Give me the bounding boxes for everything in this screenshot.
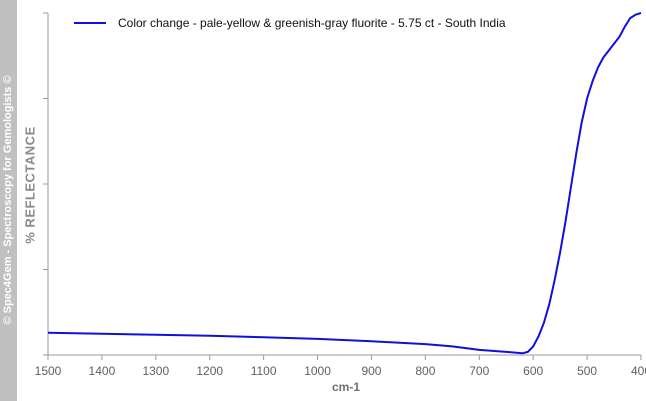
x-tick-label: 400 — [631, 364, 646, 378]
x-tick-label: 1400 — [89, 364, 116, 378]
series-layer — [47, 12, 642, 355]
legend-label: Color change - pale-yellow & greenish-gr… — [118, 16, 506, 30]
x-tick-label: 1000 — [304, 364, 331, 378]
x-tick-label: 1200 — [196, 364, 223, 378]
x-tick-label: 1100 — [251, 364, 277, 378]
x-tick-label: 800 — [415, 364, 435, 378]
chart-legend: Color change - pale-yellow & greenish-gr… — [74, 16, 506, 30]
chart-axes: 1500 1400 1300 1200 1100 1000 900 800 700 600 500 4… — [35, 12, 646, 378]
x-tick-label: 700 — [469, 364, 489, 378]
series-line — [47, 12, 642, 355]
x-axis-label: cm-1 — [331, 380, 361, 394]
x-tick-label: 1300 — [142, 364, 169, 378]
x-tick-label: 500 — [577, 364, 597, 378]
x-tick-label: 1500 — [35, 364, 62, 378]
x-tick-label: 900 — [361, 364, 381, 378]
x-tick-label: 600 — [523, 364, 543, 378]
side-band: © Spec4Gem - Spectroscopy for Gemologist… — [0, 0, 17, 401]
